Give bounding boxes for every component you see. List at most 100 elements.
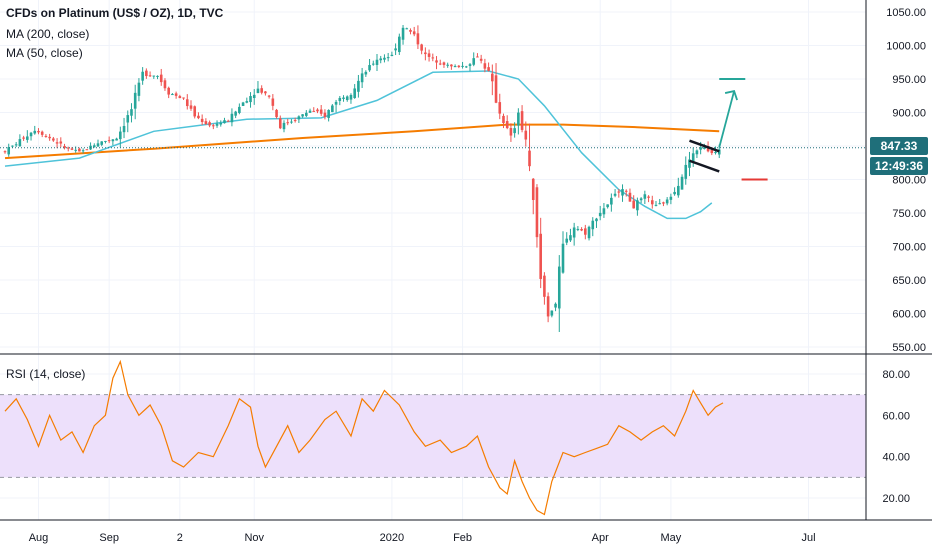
- candle-body: [699, 147, 702, 150]
- candle-body: [673, 191, 676, 195]
- candle-body: [461, 65, 464, 67]
- candle-body: [48, 136, 51, 139]
- candle-body: [706, 146, 710, 152]
- candle-body: [554, 303, 557, 308]
- candle-body: [293, 120, 297, 122]
- candle-body: [130, 109, 133, 116]
- ma50-legend[interactable]: MA (50, close): [6, 46, 83, 60]
- candle-body: [353, 88, 356, 98]
- candle-body: [405, 28, 409, 30]
- x-tick-label: Sep: [99, 532, 119, 544]
- candle-body: [487, 67, 490, 71]
- candle-body: [665, 199, 669, 204]
- x-tick-label: Aug: [29, 532, 49, 544]
- axis-labels: Aug Sep 2 Nov 2020 Feb Apr May Jul 1050.00 1000.00…: [29, 7, 926, 544]
- candle-body: [219, 122, 223, 125]
- candle-body: [182, 97, 185, 99]
- candle-body: [464, 66, 468, 68]
- candle-body: [156, 75, 159, 77]
- rsi-tick-label: 40.00: [882, 452, 910, 464]
- last-price-badge: 847.33: [870, 137, 928, 155]
- candle-body: [650, 200, 654, 205]
- price-tick-label: 900.00: [892, 108, 926, 120]
- candle-body: [342, 97, 345, 99]
- flag-upper-trendline: [689, 139, 720, 153]
- candle-body: [394, 48, 397, 51]
- candle-body: [345, 96, 349, 101]
- chart-axes: [0, 0, 932, 521]
- price-tick-label: 750.00: [892, 208, 926, 220]
- candle-body: [528, 150, 531, 167]
- target-arrow-head: [724, 90, 738, 101]
- candle-body: [491, 73, 494, 82]
- candle-body: [3, 151, 7, 153]
- candle-body: [401, 27, 405, 40]
- candle-body: [349, 94, 353, 100]
- ma200-legend[interactable]: MA (200, close): [6, 27, 90, 41]
- candle-body: [208, 122, 211, 126]
- candle-body: [710, 150, 714, 154]
- candle-body: [587, 226, 591, 239]
- candle-body: [680, 176, 684, 190]
- candle-body: [591, 220, 595, 230]
- price-candles[interactable]: [0, 25, 866, 333]
- rsi-legend[interactable]: RSI (14, close): [6, 367, 86, 381]
- candle-body: [360, 73, 364, 83]
- candle-body: [509, 128, 513, 136]
- candle-body: [669, 196, 673, 200]
- candle-body: [572, 227, 576, 238]
- candle-body: [442, 62, 446, 65]
- candle-body: [141, 71, 144, 81]
- candle-body: [412, 31, 416, 35]
- candle-body: [502, 115, 505, 124]
- candle-body: [66, 147, 70, 149]
- candle-body: [81, 150, 85, 152]
- x-tick-label: Apr: [592, 532, 609, 544]
- candle-body: [44, 135, 48, 137]
- rsi-band: [0, 394, 866, 478]
- drawing-annotations[interactable]: [689, 78, 768, 181]
- price-tick-label: 700.00: [892, 242, 926, 254]
- flag-lower-trendline: [689, 159, 720, 173]
- candle-body: [200, 118, 204, 123]
- candle-body: [584, 228, 587, 235]
- candle-body: [316, 109, 319, 112]
- candle-body: [312, 110, 316, 112]
- candle-body: [323, 112, 327, 117]
- candle-body: [282, 122, 286, 130]
- candle-body: [390, 54, 394, 57]
- x-tick-label: 2: [177, 532, 183, 544]
- candle-body: [371, 63, 375, 65]
- candle-body: [624, 190, 628, 192]
- candle-body: [245, 101, 249, 103]
- candle-body: [628, 192, 632, 202]
- candle-body: [520, 111, 524, 130]
- candle-body: [278, 118, 282, 129]
- candle-body: [74, 149, 77, 151]
- candle-body: [96, 143, 100, 147]
- candle-body: [569, 235, 572, 241]
- candle-body: [85, 149, 89, 151]
- candle-body: [379, 58, 383, 61]
- candle-body: [7, 147, 11, 155]
- price-tick-label: 1050.00: [886, 7, 926, 19]
- ma50-line: [4, 70, 713, 220]
- rsi-tick-label: 60.00: [882, 410, 910, 422]
- candle-body: [595, 218, 598, 222]
- candle-body: [368, 65, 371, 71]
- candle-body: [334, 101, 338, 105]
- candle-body: [14, 144, 18, 146]
- candle-body: [52, 138, 55, 141]
- candle-body: [185, 99, 189, 107]
- candle-body: [468, 64, 472, 66]
- candle-body: [163, 80, 167, 89]
- candle-body: [691, 153, 695, 163]
- chart-title[interactable]: CFDs on Platinum (US$ / OZ), 1D, TVC: [6, 6, 224, 20]
- candle-body: [238, 106, 241, 113]
- candle-body: [677, 185, 680, 196]
- candle-body: [647, 196, 650, 198]
- candle-body: [658, 203, 662, 205]
- candle-body: [226, 120, 230, 122]
- x-tick-label: Nov: [244, 532, 264, 544]
